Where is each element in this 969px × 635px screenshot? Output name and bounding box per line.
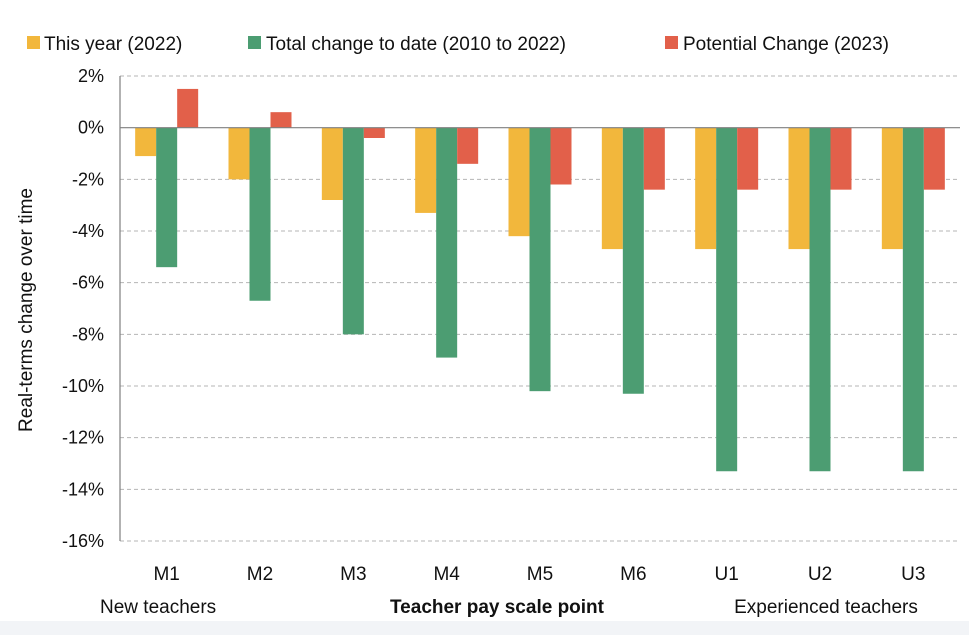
legend-swatch-potential-change	[665, 36, 678, 49]
x-tick-label-m1: M1	[153, 564, 179, 585]
bar-this-year-u3	[881, 127, 903, 250]
group-label-experienced-teachers: Experienced teachers	[734, 597, 918, 618]
bar-potential-change-m5	[550, 127, 572, 185]
bar-total-change-u3	[902, 127, 924, 472]
bar-potential-change-m6	[643, 127, 665, 190]
y-tick-label: -4%	[72, 221, 104, 241]
x-tick-label-m6: M6	[620, 564, 646, 585]
y-tick-label: -16%	[62, 531, 104, 551]
y-axis-label: Real-terms change over time	[16, 188, 37, 432]
bar-potential-change-m1	[177, 88, 199, 128]
bar-this-year-m3	[321, 127, 343, 200]
bar-total-change-m3	[342, 127, 364, 335]
y-tick-label: -10%	[62, 376, 104, 396]
bar-this-year-m6	[601, 127, 623, 250]
bar-total-change-m2	[249, 127, 271, 301]
bar-potential-change-u1	[737, 127, 759, 190]
bar-total-change-m1	[156, 127, 178, 268]
y-tick-label: 2%	[78, 66, 104, 86]
bar-this-year-m1	[135, 127, 157, 157]
bar-potential-change-m4	[457, 127, 479, 164]
legend: This year (2022) Total change to date (2…	[27, 34, 889, 55]
bottom-strip	[0, 621, 969, 635]
x-axis-categories: M1 M2 M3 M4 M5 M6 U1 U2 U3	[153, 564, 925, 585]
y-tick-label: -8%	[72, 324, 104, 344]
bar-potential-change-m2	[270, 112, 292, 128]
bar-this-year-m2	[228, 127, 250, 180]
y-tick-label: -2%	[72, 169, 104, 189]
x-tick-label-m2: M2	[247, 564, 273, 585]
x-tick-label-m3: M3	[340, 564, 366, 585]
y-tick-label: -12%	[62, 428, 104, 448]
legend-label-total-change: Total change to date (2010 to 2022)	[266, 34, 566, 55]
x-tick-label-m4: M4	[433, 564, 460, 585]
bar-total-change-m6	[622, 127, 644, 394]
legend-swatch-total-change	[248, 36, 261, 49]
bar-total-change-m4	[436, 127, 458, 358]
bars	[135, 88, 945, 472]
y-tick-label: 0%	[78, 118, 104, 138]
y-tick-label: -14%	[62, 479, 104, 499]
bar-total-change-u1	[716, 127, 738, 472]
group-label-new-teachers: New teachers	[100, 597, 216, 618]
bar-potential-change-u2	[830, 127, 852, 190]
bar-potential-change-m3	[363, 127, 385, 138]
x-tick-label-u3: U3	[901, 564, 925, 585]
legend-label-this-year: This year (2022)	[44, 34, 182, 55]
bar-this-year-u1	[695, 127, 717, 250]
bar-total-change-m5	[529, 127, 551, 392]
legend-label-potential-change: Potential Change (2023)	[683, 34, 889, 55]
bar-this-year-m4	[415, 127, 437, 213]
x-tick-label-m5: M5	[527, 564, 553, 585]
bar-total-change-u2	[809, 127, 831, 472]
x-axis-title: Teacher pay scale point	[390, 597, 605, 618]
bar-this-year-m5	[508, 127, 530, 237]
x-tick-label-u1: U1	[715, 564, 739, 585]
bar-this-year-u2	[788, 127, 810, 250]
legend-swatch-this-year	[27, 36, 40, 49]
x-tick-label-u2: U2	[808, 564, 832, 585]
bar-potential-change-u3	[923, 127, 945, 190]
y-axis-ticks: 2% 0% -2% -4% -6% -8% -10% -12% -14% -16%	[62, 66, 104, 551]
y-tick-label: -6%	[72, 273, 104, 293]
